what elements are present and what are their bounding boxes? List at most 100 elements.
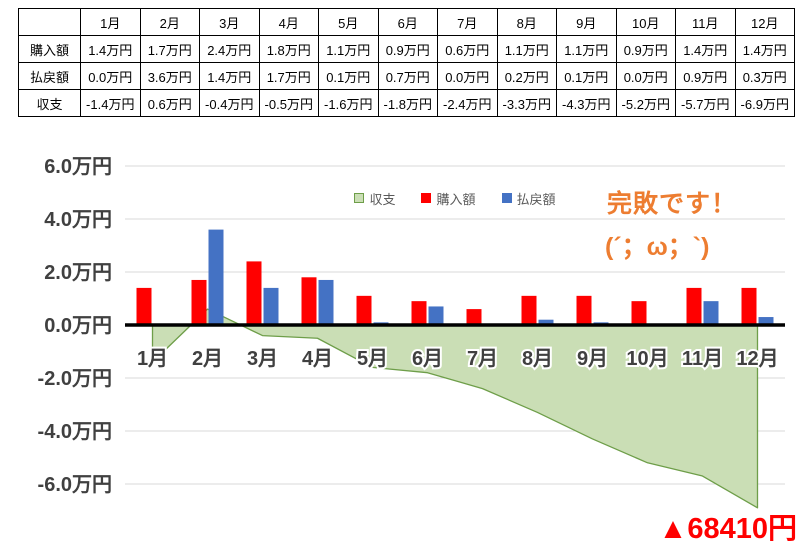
table-cell: 0.1万円: [318, 62, 379, 90]
purchase-bar: [576, 295, 592, 325]
table-month-header: 9月: [556, 8, 617, 36]
table-month-header: 5月: [318, 8, 379, 36]
table-month-header: 1月: [80, 8, 141, 36]
table-cell: 0.2万円: [496, 62, 557, 90]
purchase-bar: [136, 287, 152, 325]
table-month-header: 2月: [139, 8, 200, 36]
purchase-bar: [301, 277, 317, 325]
y-axis-label: -2.0万円: [38, 368, 112, 390]
table-cell: 1.4万円: [199, 62, 260, 90]
table-month-header: 8月: [496, 8, 557, 36]
x-axis-label: 7月: [467, 348, 498, 370]
table-cell: 0.3万円: [734, 62, 795, 90]
x-axis-label: 11月: [682, 348, 723, 370]
purchase-bar: [356, 295, 372, 325]
table-cell: -0.4万円: [199, 89, 260, 117]
table-cell: -3.3万円: [496, 89, 557, 117]
table-cell: -1.8万円: [377, 89, 438, 117]
purchase-bar: [686, 287, 702, 325]
table-month-header: 10月: [615, 8, 676, 36]
table-month-header: 3月: [199, 8, 260, 36]
table-cell: 2.4万円: [199, 35, 260, 63]
x-axis-label: 8月: [522, 348, 553, 370]
refund-bar: [208, 229, 224, 325]
table-cell: 0.7万円: [377, 62, 438, 90]
purchase-bar: [411, 301, 427, 325]
table-cell: -2.4万円: [437, 89, 498, 117]
table-row: 収支 -1.4万円 0.6万円 -0.4万円 -0.5万円 -1.6万円 -1.8万円 -2.…: [18, 89, 795, 117]
table-cell: 1.1万円: [318, 35, 379, 63]
y-axis-label: -4.0万円: [38, 421, 112, 443]
y-axis-label: -6.0万円: [38, 474, 112, 496]
chart-legend: 収支 購入額 払戻額: [125, 189, 785, 207]
legend-label-refund: 払戻額: [516, 191, 556, 207]
table-month-header: 7月: [437, 8, 498, 36]
legend-item-purchase: 購入額: [421, 189, 476, 208]
x-axis-label: 4月: [302, 348, 333, 370]
x-axis-label: 3月: [247, 348, 278, 370]
purchase-bar: [191, 279, 207, 325]
y-axis-label: 2.0万円: [44, 262, 112, 284]
table-cell: 0.9万円: [377, 35, 438, 63]
purchase-swatch-icon: [421, 193, 432, 203]
y-axis-label: 0.0万円: [44, 315, 112, 337]
x-axis-label: 2月: [192, 348, 223, 370]
defeat-headline: 完敗です！: [607, 190, 738, 218]
table-corner-cell: [18, 8, 81, 36]
table-cell: 1.4万円: [675, 35, 736, 63]
table-cell: 1.8万円: [258, 35, 319, 63]
table-cell: 1.4万円: [734, 35, 795, 63]
y-axis-label: 4.0万円: [44, 209, 112, 231]
table-header-row: 1月 2月 3月 4月 5月 6月 7月 8月 9月 10月 11月 12月: [18, 8, 795, 36]
table-cell: 1.4万円: [80, 35, 141, 63]
table-cell: -0.5万円: [258, 89, 319, 117]
x-axis-label: 1月: [137, 348, 168, 370]
monthly-results-table: 1月 2月 3月 4月 5月 6月 7月 8月 9月 10月 11月 12月 購入額 1.4万円 1.7万円…: [18, 8, 795, 117]
table-month-header: 6月: [377, 8, 438, 36]
y-axis-label: 6.0万円: [44, 156, 112, 178]
table-cell: 0.1万円: [556, 62, 617, 90]
purchase-bar: [246, 261, 262, 325]
refund-bar: [758, 317, 774, 325]
table-row-label: 収支: [18, 89, 81, 117]
x-axis-label: 5月: [357, 348, 388, 370]
table-cell: 0.0万円: [437, 62, 498, 90]
table-cell: 1.7万円: [139, 35, 200, 63]
table-cell: 0.0万円: [80, 62, 141, 90]
table-cell: -5.7万円: [675, 89, 736, 117]
table-cell: 0.6万円: [139, 89, 200, 117]
table-row: 購入額 1.4万円 1.7万円 2.4万円 1.8万円 1.1万円 0.9万円 0.6万円 1.…: [18, 35, 795, 63]
x-axis-label: 12月: [736, 348, 778, 370]
table-month-header: 12月: [734, 8, 795, 36]
refund-bar: [538, 319, 554, 325]
balance-chart: 6.0万円 4.0万円 2.0万円 0.0万円 -2.0万円 -4.0万円 -6.0万円 1月…: [38, 156, 785, 509]
purchase-bar: [741, 287, 757, 325]
legend-item-refund: 払戻額: [501, 189, 556, 208]
table-row: 払戻額 0.0万円 3.6万円 1.4万円 1.7万円 0.1万円 0.7万円 0.0万円 0.…: [18, 62, 795, 90]
table-cell: 3.6万円: [139, 62, 200, 90]
table-cell: -4.3万円: [556, 89, 617, 117]
refund-bar: [703, 301, 719, 325]
refund-swatch-icon: [501, 193, 512, 203]
table-cell: 1.1万円: [556, 35, 617, 63]
table-month-header: 11月: [675, 8, 736, 36]
purchase-bar: [521, 295, 537, 325]
x-axis-label: 10月: [626, 348, 668, 370]
refund-bar: [263, 287, 279, 325]
refund-bar: [318, 279, 334, 325]
table-cell: 0.0万円: [615, 62, 676, 90]
legend-label-purchase: 購入額: [436, 191, 476, 207]
purchase-bar: [466, 309, 482, 325]
table-cell: 0.9万円: [615, 35, 676, 63]
table-cell: -1.4万円: [80, 89, 141, 117]
x-axis-label: 6月: [412, 348, 443, 370]
x-axis-label: 9月: [577, 348, 608, 370]
table-row-label: 購入額: [18, 35, 81, 63]
table-cell: 1.1万円: [496, 35, 557, 63]
balance-area: [151, 308, 759, 509]
balance-swatch-icon: [354, 193, 365, 203]
total-loss-amount: ▲68410円: [658, 513, 797, 545]
table-cell: 0.9万円: [675, 62, 736, 90]
table-cell: 1.7万円: [258, 62, 319, 90]
